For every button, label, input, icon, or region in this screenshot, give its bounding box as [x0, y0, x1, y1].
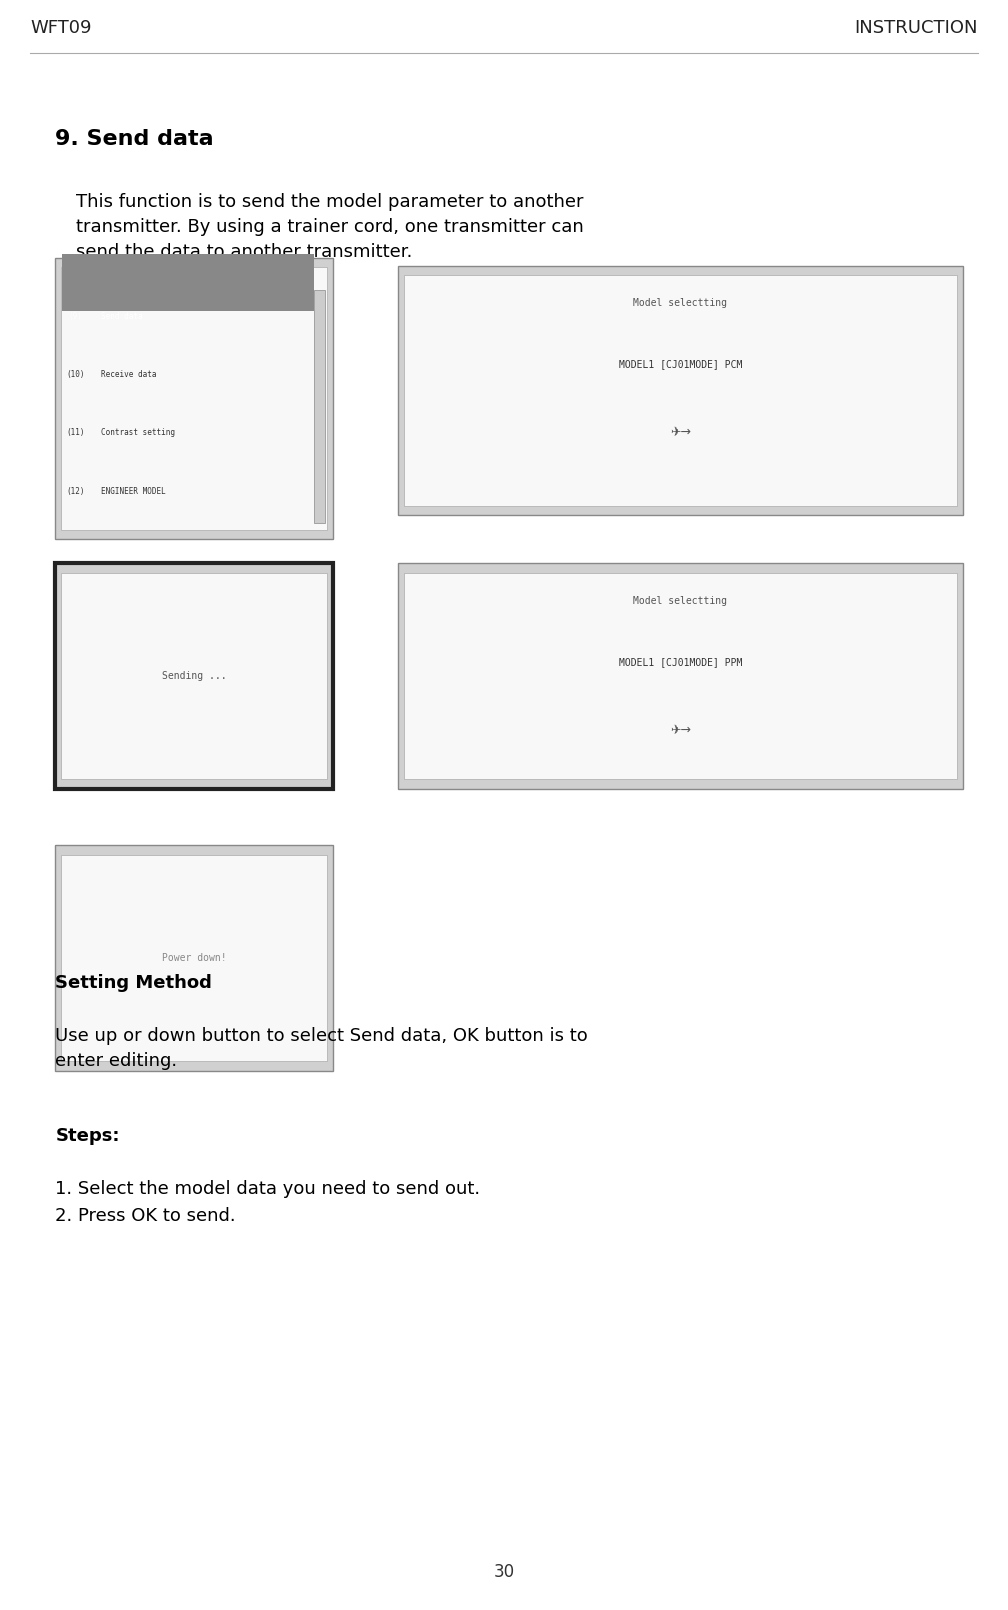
FancyBboxPatch shape [398, 266, 963, 515]
Text: SYS SETTING: SYS SETTING [161, 287, 227, 296]
Text: 1. Select the model data you need to send out.
2. Press OK to send.: 1. Select the model data you need to sen… [55, 1180, 481, 1225]
Text: INSTRUCTION: INSTRUCTION [854, 19, 978, 37]
Text: Contrast setting: Contrast setting [101, 428, 174, 438]
Text: Power down!: Power down! [161, 953, 227, 963]
Text: (11): (11) [67, 428, 85, 438]
Text: (9): (9) [69, 312, 83, 320]
Bar [62, 254, 314, 311]
FancyBboxPatch shape [61, 855, 327, 1061]
Text: (10): (10) [67, 370, 85, 378]
Text: (12): (12) [67, 486, 85, 496]
FancyBboxPatch shape [55, 564, 333, 789]
FancyBboxPatch shape [61, 267, 327, 530]
Bar [314, 290, 325, 523]
Text: ✈→: ✈→ [670, 724, 690, 737]
Text: This function is to send the model parameter to another
transmitter. By using a : This function is to send the model param… [76, 193, 584, 261]
Text: ✈→: ✈→ [670, 427, 690, 440]
Text: Model selectting: Model selectting [633, 596, 728, 605]
FancyBboxPatch shape [404, 275, 957, 506]
Text: WFT09: WFT09 [30, 19, 92, 37]
Text: ENGINEER MODEL: ENGINEER MODEL [101, 486, 165, 496]
Text: Send data: Send data [101, 312, 142, 320]
Text: Steps:: Steps: [55, 1127, 120, 1145]
Text: MODEL1 [CJ01MODE] PCM: MODEL1 [CJ01MODE] PCM [619, 359, 742, 369]
FancyBboxPatch shape [398, 564, 963, 789]
FancyBboxPatch shape [55, 845, 333, 1071]
FancyBboxPatch shape [55, 258, 333, 539]
FancyBboxPatch shape [404, 573, 957, 779]
Text: 9. Send data: 9. Send data [55, 129, 214, 148]
Text: Receive data: Receive data [101, 370, 156, 378]
Text: Use up or down button to select Send data, OK button is to
enter editing.: Use up or down button to select Send dat… [55, 1027, 589, 1071]
FancyBboxPatch shape [61, 573, 327, 779]
Text: Model selectting: Model selectting [633, 298, 728, 308]
Text: Setting Method: Setting Method [55, 974, 213, 992]
Text: 30: 30 [494, 1563, 514, 1581]
Text: MODEL1 [CJ01MODE] PPM: MODEL1 [CJ01MODE] PPM [619, 657, 742, 667]
Text: Sending ...: Sending ... [161, 671, 227, 681]
